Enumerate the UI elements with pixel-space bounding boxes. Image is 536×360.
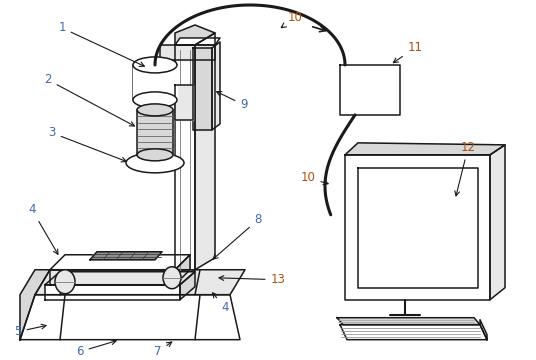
Text: 4: 4	[28, 203, 58, 254]
Polygon shape	[340, 325, 487, 340]
Ellipse shape	[133, 57, 177, 73]
Text: 12: 12	[455, 141, 475, 196]
Polygon shape	[50, 270, 175, 285]
Ellipse shape	[126, 153, 184, 173]
Text: 7: 7	[154, 342, 172, 358]
Ellipse shape	[133, 92, 177, 108]
Polygon shape	[20, 270, 50, 340]
Polygon shape	[175, 85, 193, 120]
Text: 5: 5	[14, 324, 46, 338]
Text: 13: 13	[219, 273, 286, 286]
Polygon shape	[45, 285, 180, 300]
Text: 1: 1	[58, 22, 144, 66]
Polygon shape	[480, 320, 487, 340]
Polygon shape	[133, 65, 177, 100]
Polygon shape	[345, 143, 505, 155]
Text: 9: 9	[217, 91, 248, 111]
Text: 2: 2	[44, 73, 135, 126]
Polygon shape	[490, 145, 505, 300]
Polygon shape	[50, 255, 190, 270]
Polygon shape	[345, 155, 490, 300]
Text: 6: 6	[76, 340, 116, 358]
Polygon shape	[337, 318, 480, 325]
Polygon shape	[340, 65, 400, 115]
Polygon shape	[175, 38, 220, 45]
Polygon shape	[45, 272, 195, 285]
Polygon shape	[20, 295, 240, 340]
Polygon shape	[180, 272, 195, 300]
Polygon shape	[175, 25, 215, 45]
Polygon shape	[35, 270, 245, 295]
Polygon shape	[160, 45, 215, 60]
Text: 10: 10	[281, 12, 302, 28]
Ellipse shape	[137, 104, 173, 116]
Polygon shape	[175, 45, 195, 270]
Polygon shape	[195, 33, 215, 270]
Text: 10: 10	[301, 171, 328, 185]
Polygon shape	[90, 252, 162, 260]
Polygon shape	[358, 168, 478, 288]
Polygon shape	[193, 48, 212, 130]
Polygon shape	[137, 110, 173, 155]
Text: 11: 11	[393, 41, 422, 63]
Polygon shape	[175, 255, 190, 285]
Text: 4: 4	[213, 293, 229, 314]
Ellipse shape	[55, 270, 75, 294]
Ellipse shape	[137, 149, 173, 161]
Polygon shape	[212, 42, 220, 130]
Text: 3: 3	[48, 126, 126, 162]
Ellipse shape	[163, 267, 181, 289]
Text: 8: 8	[213, 213, 262, 259]
